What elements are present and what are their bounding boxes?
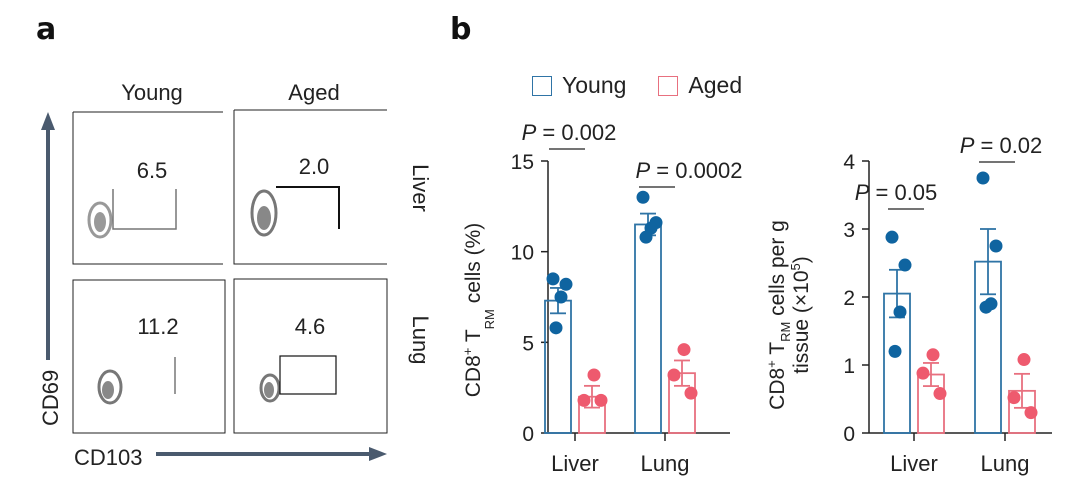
y-tick-label: 15 <box>511 151 534 174</box>
flow-cytometry-panel: Young Aged Liver Lung 6.5 2.0 11.2 4.6 <box>38 80 433 470</box>
plot-liver-aged: 2.0 <box>233 109 387 265</box>
data-point-young <box>554 290 568 304</box>
p-label: P <box>522 120 537 145</box>
p-label: P <box>960 133 975 158</box>
data-point-aged <box>587 368 601 382</box>
data-point-aged <box>1007 391 1021 405</box>
row-label-liver: Liver <box>408 164 433 212</box>
x-tick-label-liver: Liver <box>890 451 938 476</box>
data-point-young <box>976 171 990 185</box>
data-point-aged <box>933 387 947 401</box>
col-label-young: Young <box>121 80 183 105</box>
data-point-aged <box>594 393 608 407</box>
data-point-young <box>989 239 1003 253</box>
y-tick-label: 3 <box>843 219 855 242</box>
legend-swatch-aged <box>658 75 679 96</box>
data-point-aged <box>926 348 940 362</box>
bar-young-liver <box>544 299 572 434</box>
y-tick-label: 10 <box>511 242 534 265</box>
p-value-annotation-liver: P = 0.002 <box>522 120 617 145</box>
y-label-part: RM <box>482 309 497 329</box>
data-point-aged <box>684 386 698 400</box>
legend-swatch-young <box>532 75 552 96</box>
data-point-young <box>546 272 560 286</box>
row-label-lung: Lung <box>408 316 433 365</box>
plot-liver-young: 6.5 <box>72 111 223 265</box>
panel-letter-a: a <box>36 12 57 47</box>
y-axis-label: CD8+ TRM cells (%) <box>460 223 497 397</box>
plot-lung-aged: 4.6 <box>233 278 388 434</box>
data-point-young <box>888 344 902 358</box>
y-label-part: tissue (×10 <box>790 270 813 373</box>
y-label-part: + <box>764 360 779 368</box>
panel-letter-b: b <box>450 12 472 47</box>
x-tick-label-liver: Liver <box>551 451 599 476</box>
data-point-aged <box>916 366 930 380</box>
data-point-young <box>639 230 653 244</box>
x-axis-arrow <box>156 447 387 461</box>
y-label-part: cells (%) <box>462 223 485 309</box>
legend-label-aged: Aged <box>688 72 743 98</box>
gate-value-lung-young: 11.2 <box>137 314 178 339</box>
y-label-part: CD8 <box>462 355 485 397</box>
p-label: P <box>855 180 870 205</box>
x-axis-label-cd103: CD103 <box>74 445 142 470</box>
p-value-annotation-lung: P = 0.02 <box>960 133 1043 158</box>
gate-value-lung-aged: 4.6 <box>295 314 326 339</box>
legend-label-young: Young <box>562 72 627 98</box>
x-tick-label-lung: Lung <box>641 451 690 476</box>
data-point-aged <box>667 368 681 382</box>
p-label: P <box>635 158 650 183</box>
data-point-young <box>885 230 899 244</box>
y-label-part: CD8 <box>766 368 789 410</box>
p-value: = 0.0002 <box>650 158 742 183</box>
plot-lung-young: 11.2 <box>72 279 226 434</box>
y-label-part: RM <box>778 322 793 342</box>
y-axis-label-line2: tissue (×105) <box>788 256 813 374</box>
y-label-part: T <box>766 342 789 360</box>
data-point-young <box>893 305 907 319</box>
y-label-part: cells per g <box>766 220 789 322</box>
p-value: = 0.05 <box>869 180 937 205</box>
data-point-young <box>898 258 912 272</box>
data-point-young <box>549 321 563 335</box>
y-axis-label-line1: CD8+ TRM cells per g <box>764 220 793 410</box>
y-label-part: + <box>460 348 475 356</box>
bar-chart-percent: 0 5 10 15 Liver P = 0.002 Lung P = 0.0002 CD8+ T… <box>460 120 743 476</box>
data-point-young <box>559 277 573 291</box>
y-label-part: 5 <box>788 263 803 270</box>
data-point-aged <box>1024 406 1038 420</box>
y-label-part: ) <box>790 256 813 263</box>
y-label-part: T <box>462 329 485 347</box>
bar-young-lung <box>634 223 662 434</box>
data-point-young <box>636 190 650 204</box>
y-tick-label: 4 <box>843 151 855 174</box>
data-point-aged <box>577 393 591 407</box>
p-value: = 0.002 <box>536 120 616 145</box>
p-value: = 0.02 <box>974 133 1042 158</box>
gate-value-liver-aged: 2.0 <box>299 154 330 179</box>
p-value-annotation-liver: P = 0.05 <box>855 180 938 205</box>
bar-chart-per-gram: 0 1 2 3 4 Liver P = 0.05 Lung P = 0.02 CD8+ TRM c… <box>764 133 1052 476</box>
col-label-aged: Aged <box>288 80 339 105</box>
y-axis-arrow <box>41 112 55 360</box>
y-tick-label: 0 <box>522 423 534 446</box>
y-tick-label: 1 <box>843 355 855 378</box>
data-point-young <box>979 300 993 314</box>
y-tick-label: 0 <box>843 423 855 446</box>
y-tick-label: 5 <box>522 332 534 355</box>
data-point-aged <box>1017 353 1031 367</box>
gate-value-liver-young: 6.5 <box>137 158 168 183</box>
data-point-aged <box>677 343 691 357</box>
p-value-annotation-lung: P = 0.0002 <box>635 158 742 183</box>
legend: Young Aged <box>532 72 742 99</box>
y-tick-label: 2 <box>843 287 855 310</box>
x-tick-label-lung: Lung <box>981 451 1030 476</box>
y-axis-label-cd69: CD69 <box>38 370 63 426</box>
